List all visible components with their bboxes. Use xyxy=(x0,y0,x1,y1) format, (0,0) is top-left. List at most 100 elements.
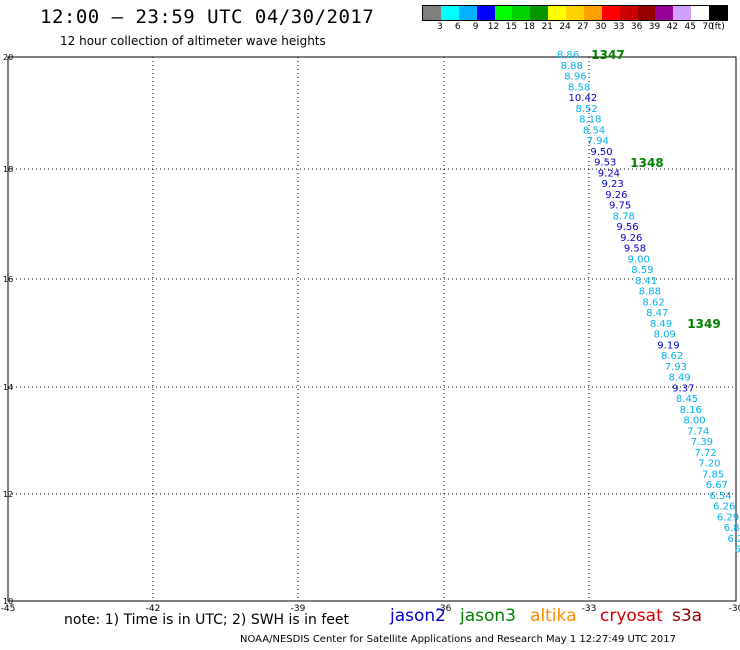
color-scale-label: 24 xyxy=(559,22,571,32)
color-swatch xyxy=(423,6,441,20)
latitude-label: 14 xyxy=(3,383,13,392)
wave-height-reading: 9.23 xyxy=(602,179,624,190)
color-scale-label: 39 xyxy=(648,22,661,32)
color-scale-label: 36 xyxy=(630,22,643,32)
color-scale-label: 27 xyxy=(577,22,589,32)
wave-height-reading: 8.88 xyxy=(561,61,583,72)
color-scale-label: 9 xyxy=(472,22,479,32)
color-scale-label: 21 xyxy=(541,22,553,32)
color-swatch xyxy=(619,6,638,20)
latitude-label: 18 xyxy=(3,165,13,174)
color-scale-label: 15 xyxy=(505,22,518,32)
longitude-label: -42 xyxy=(146,604,161,614)
longitude-label: -36 xyxy=(437,604,452,614)
wave-height-reading: 8.49 xyxy=(650,319,672,330)
color-scale-label: 30 xyxy=(595,22,607,32)
wave-height-reading: 9.26 xyxy=(605,190,627,201)
legend-item: cryosat xyxy=(600,606,663,626)
color-scale-label: 18 xyxy=(523,22,536,32)
color-scale-label: 70 xyxy=(702,22,714,32)
longitude-label: -39 xyxy=(291,604,306,614)
page-subtitle: 12 hour collection of altimeter wave hei… xyxy=(60,34,326,48)
wave-height-reading: 8.49 xyxy=(668,373,690,384)
longitude-label: -33 xyxy=(582,604,597,614)
wave-height-reading: 8.45 xyxy=(676,394,698,405)
color-swatch xyxy=(637,6,656,20)
wave-height-reading: 9.58 xyxy=(624,244,646,255)
wave-height-reading: 8.54 xyxy=(583,125,605,136)
color-swatch xyxy=(566,6,584,20)
wave-height-reading: 9.26 xyxy=(620,233,642,244)
color-scale-label: 45 xyxy=(684,22,696,32)
wave-height-reading: 7.20 xyxy=(698,459,720,470)
color-swatch xyxy=(548,6,566,20)
wave-height-reading: 7.93 xyxy=(665,362,687,373)
color-swatch xyxy=(709,6,727,20)
wave-height-reading: 8.47 xyxy=(646,308,668,319)
legend-item: jason2 xyxy=(390,606,446,626)
wave-height-reading: 8.16 xyxy=(680,405,702,416)
color-scale-labels: 3 6 9 12 15 18 21 24 27 30 33 36 39 42 45 70 (ft) xyxy=(422,21,728,33)
latitude-label: 12 xyxy=(3,490,13,499)
color-scale-label: 6 xyxy=(454,22,461,32)
wave-height-reading: 8.62 xyxy=(642,297,664,308)
wave-height-reading: 9.53 xyxy=(594,158,616,169)
wave-height-reading: 8.41 xyxy=(635,276,657,287)
color-swatch xyxy=(476,6,495,20)
wave-height-reading: 9.56 xyxy=(616,222,638,233)
color-swatch xyxy=(458,6,477,20)
wave-height-reading: 8.09 xyxy=(654,330,676,341)
legend-item: jason3 xyxy=(460,606,516,626)
wave-height-reading: 8.88 xyxy=(639,287,661,298)
color-scale: 3 6 9 12 15 18 21 24 27 30 33 36 39 42 45 70 (ft) xyxy=(422,5,728,33)
latitude-label: 16 xyxy=(3,275,13,284)
wave-height-reading: 6.2 xyxy=(727,534,740,545)
color-swatch xyxy=(655,6,674,20)
wave-height-reading: 8.62 xyxy=(661,351,683,362)
page-title: 12:00 — 23:59 UTC 04/30/2017 xyxy=(40,6,375,28)
color-swatch xyxy=(601,6,620,20)
color-scale-swatches xyxy=(422,5,728,21)
wave-height-reading: 9.19 xyxy=(657,340,679,351)
wave-height-reading: 8.00 xyxy=(683,416,705,427)
wave-height-reading: 9.75 xyxy=(609,201,631,212)
wave-height-reading: 8.78 xyxy=(613,211,635,222)
wave-height-reading: 9.50 xyxy=(590,147,612,158)
color-swatch xyxy=(530,6,549,20)
wave-height-reading: 8.18 xyxy=(579,115,601,126)
wave-height-reading: 9.00 xyxy=(628,254,650,265)
wave-height-reading: 6.54 xyxy=(709,491,731,502)
wave-height-reading: 6. xyxy=(734,545,740,556)
wave-height-reading: 7.74 xyxy=(687,426,709,437)
orbit-number-label: 1348 xyxy=(630,156,663,170)
wave-height-reading: 8.59 xyxy=(631,265,653,276)
color-swatch xyxy=(512,6,531,20)
credit-line: NOAA/NESDIS Center for Satellite Applica… xyxy=(240,634,676,645)
wave-height-reading: 6.29 xyxy=(717,512,739,523)
wave-height-reading: 7.85 xyxy=(702,469,724,480)
color-scale-label: (ft) xyxy=(711,22,725,32)
wave-height-reading: 9.37 xyxy=(672,383,694,394)
color-scale-label: 12 xyxy=(487,22,500,32)
wave-height-reading: 8.96 xyxy=(564,72,586,83)
legend-item: s3a xyxy=(672,606,703,626)
color-swatch xyxy=(583,6,602,20)
wave-height-reading: 8.52 xyxy=(575,104,597,115)
wave-height-reading: 8.86 xyxy=(557,50,579,61)
orbit-number-label: 1347 xyxy=(591,48,624,62)
wave-height-reading: 6.67 xyxy=(706,480,728,491)
color-swatch xyxy=(691,6,709,20)
color-scale-label: 42 xyxy=(666,22,679,32)
wave-height-reading: 7.39 xyxy=(691,437,713,448)
wave-height-reading: 9.24 xyxy=(598,168,620,179)
color-swatch xyxy=(673,6,692,20)
legend-item: altika xyxy=(530,606,577,626)
latitude-label: 20 xyxy=(3,53,13,62)
wave-height-reading: 7.72 xyxy=(695,448,717,459)
latitude-label: 10 xyxy=(3,597,13,606)
color-scale-label: 33 xyxy=(612,22,625,32)
map-frame xyxy=(7,56,737,602)
wave-height-reading: 6.8 xyxy=(724,523,740,534)
orbit-number-label: 1349 xyxy=(687,317,720,331)
